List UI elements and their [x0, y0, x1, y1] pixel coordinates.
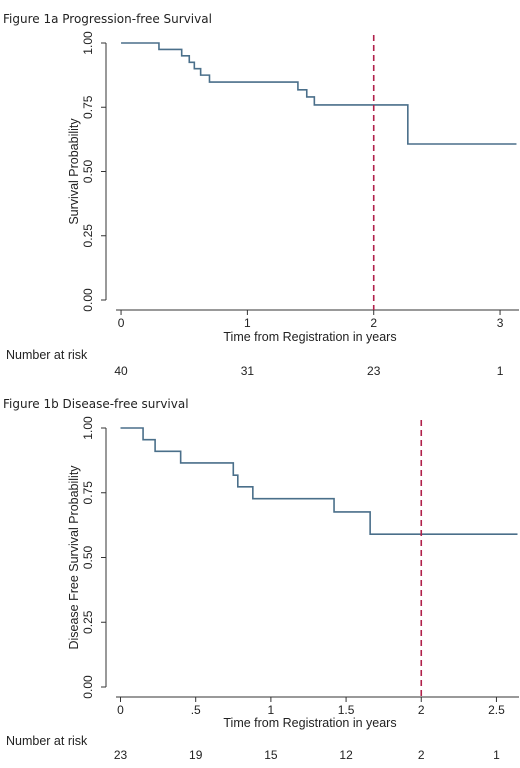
x-tick-label: 2.5: [488, 703, 505, 717]
figure-1a-panel: Figure 1a Progression-free Survival 0.00…: [3, 12, 519, 378]
x-tick-label: 0: [117, 703, 124, 717]
y-tick-label: 0.75: [81, 481, 95, 505]
y-tick-label: 0.50: [81, 545, 95, 569]
risk-count: 31: [241, 364, 255, 378]
y-tick-label: 0.00: [81, 288, 95, 312]
y-axis-title: Survival Probability: [67, 118, 81, 225]
risk-count: 40: [114, 364, 128, 378]
y-axis-title: Disease Free Survival Probability: [67, 465, 81, 650]
x-tick-label: 1.5: [338, 703, 355, 717]
y-tick-label: 0.50: [81, 159, 95, 183]
risk-count: 15: [264, 748, 278, 762]
risk-count: 23: [367, 364, 381, 378]
x-tick-label: 0: [118, 316, 125, 330]
figure-1b-risk-label: Number at risk: [6, 734, 88, 748]
x-axis-title: Time from Registration in years: [223, 330, 396, 344]
x-axis-title: Time from Registration in years: [223, 716, 396, 730]
y-tick-label: 0.25: [81, 610, 95, 634]
figure-1b-title: Figure 1b Disease-free survival: [3, 397, 189, 411]
risk-count: 19: [189, 748, 203, 762]
figure-1b-panel: Figure 1b Disease-free survival 0.00 0.25…: [0, 385, 520, 768]
x-tick-label: 2: [370, 316, 377, 330]
survival-curve: [121, 42, 517, 145]
x-tick-label: 3: [497, 316, 504, 330]
figure-1b-chart: 0.00 0.25 0.50 0.75 1.00 0 .5 1 1.5 2 2.5 Disease F…: [67, 416, 519, 762]
y-tick-label: 0.75: [81, 95, 95, 119]
survival-curve: [120, 427, 518, 535]
x-tick-label: 2: [418, 703, 425, 717]
x-tick-label: 1: [268, 703, 275, 717]
y-tick-label: 0.00: [81, 675, 95, 699]
risk-count: 2: [418, 748, 425, 762]
risk-count: 23: [114, 748, 128, 762]
y-tick-label: 1.00: [81, 31, 95, 55]
risk-count: 12: [339, 748, 353, 762]
y-tick-label: 0.25: [81, 224, 95, 248]
figure-1a-risk-label: Number at risk: [6, 348, 88, 362]
x-tick-label: 1: [244, 316, 251, 330]
x-tick-label: .5: [191, 703, 201, 717]
y-tick-label: 1.00: [81, 416, 95, 440]
figure-1a-title: Figure 1a Progression-free Survival: [3, 12, 212, 26]
risk-count: 1: [497, 364, 504, 378]
risk-count: 1: [493, 748, 500, 762]
